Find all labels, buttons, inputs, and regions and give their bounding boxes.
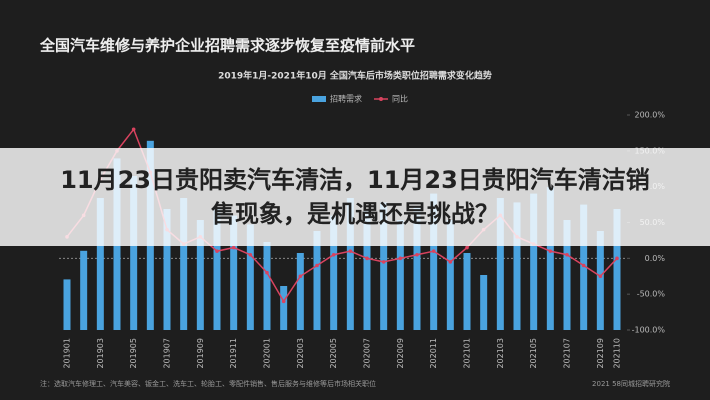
bar	[180, 198, 188, 330]
x-tick-label: 201905	[129, 338, 138, 369]
line-point	[231, 245, 236, 250]
line-point	[381, 260, 386, 264]
source: 2021 58同城招聘研究院	[592, 379, 670, 388]
legend-label: 同比	[392, 94, 408, 104]
x-tick-label: 202003	[296, 338, 305, 369]
bar	[96, 198, 104, 330]
bar	[296, 253, 304, 330]
bar	[430, 193, 438, 330]
x-tick-label: 201909	[196, 338, 205, 369]
bar	[413, 206, 421, 330]
line-point	[331, 252, 336, 257]
line-point	[581, 263, 586, 268]
line-point	[565, 252, 569, 257]
y2-tick-label: -100.0%	[632, 326, 666, 335]
x-tick-label: 202011	[429, 338, 438, 369]
bar	[363, 209, 371, 330]
line-point	[448, 260, 453, 264]
bar	[246, 224, 254, 330]
x-tick-label: 202110	[613, 338, 622, 369]
bar	[513, 202, 521, 330]
bar	[563, 220, 571, 330]
bar	[530, 193, 538, 330]
x-tick-label: 202107	[563, 338, 572, 369]
line-point	[431, 249, 436, 253]
y2-tick-label: -50.0%	[637, 290, 666, 299]
legend-swatch	[312, 96, 326, 102]
headline: 11月23日贵阳卖汽车清洁，11月23日贵阳汽车清洁销售现象，是机遇还是挑战？	[60, 166, 650, 228]
bar	[130, 176, 138, 330]
note: 注：选取汽车修理工、汽车美容、钣金工、洗车工、轮胎工、零配件销售、售后服务与维修…	[40, 379, 376, 388]
bar	[446, 220, 454, 330]
chart-subtitle: 2019年1月-2021年10月 全国汽车后市场类职位招聘需求变化趋势	[218, 70, 492, 82]
line-point	[465, 245, 469, 250]
x-tick-label: 202007	[363, 338, 372, 369]
line-point	[131, 127, 136, 132]
bar	[346, 198, 354, 330]
bar	[546, 187, 554, 330]
bar	[263, 242, 271, 330]
x-tick-label: 201903	[96, 338, 105, 369]
bar	[596, 231, 604, 330]
bar	[330, 215, 338, 330]
line-point	[315, 263, 319, 268]
x-tick-label: 201901	[63, 338, 72, 369]
x-tick-label: 202009	[396, 338, 405, 369]
bar	[196, 220, 204, 330]
x-tick-label: 202103	[496, 338, 505, 369]
bar	[280, 286, 288, 330]
line-point	[615, 256, 619, 261]
bar	[213, 209, 221, 330]
bar	[613, 209, 621, 330]
x-tick-label: 202005	[329, 338, 338, 369]
bar	[380, 202, 388, 330]
line-point	[365, 256, 369, 261]
y2-tick-label: 0.0%	[645, 254, 666, 263]
x-tick-label: 202101	[463, 338, 472, 369]
bar	[313, 231, 321, 330]
line-point	[298, 274, 303, 279]
x-tick-label: 202105	[529, 338, 538, 369]
x-tick-label: 201907	[163, 338, 172, 369]
bar	[63, 279, 71, 330]
bar	[80, 250, 88, 330]
bar	[396, 220, 404, 330]
line-point	[265, 270, 269, 275]
line-point	[598, 274, 603, 279]
line-point	[398, 256, 403, 261]
bar	[496, 198, 504, 330]
line-point	[215, 249, 219, 253]
x-tick-label: 202001	[263, 338, 272, 369]
headline-band: 11月23日贵阳卖汽车清洁，11月23日贵阳汽车清洁销售现象，是机遇还是挑战？	[0, 148, 710, 246]
chart-title: 全国汽车维修与养护企业招聘需求逐步恢复至疫情前水平	[39, 37, 415, 55]
y2-tick-label: 200.0%	[634, 111, 665, 120]
line-point	[281, 299, 286, 304]
x-tick-label: 201911	[229, 338, 238, 369]
line-point	[348, 249, 353, 253]
legend-swatch	[379, 97, 383, 101]
bar	[480, 275, 488, 330]
bar	[230, 215, 238, 330]
bar	[463, 253, 471, 330]
legend-label: 招聘需求	[330, 94, 362, 104]
line-point	[415, 252, 419, 257]
line-point	[248, 252, 253, 257]
line-point	[548, 249, 553, 253]
bar	[163, 209, 171, 330]
x-tick-label: 202109	[596, 338, 605, 369]
